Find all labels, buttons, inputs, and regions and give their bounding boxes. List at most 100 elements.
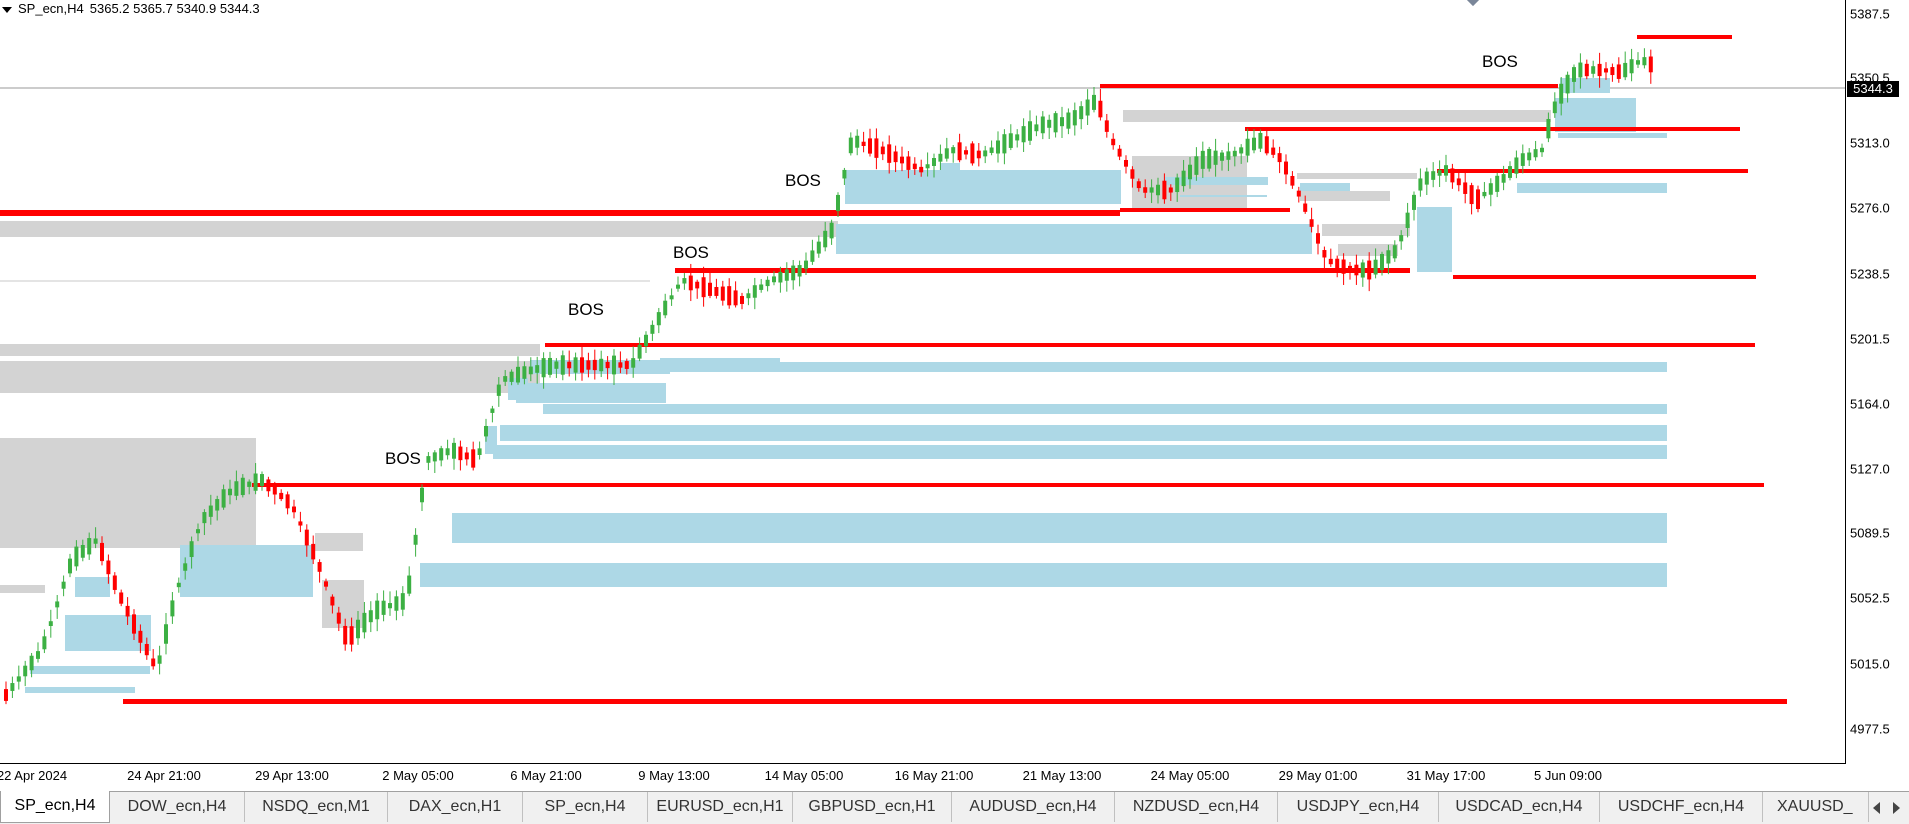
candle-body [445, 448, 450, 456]
tab-usdchf-ecn-h4[interactable]: USDCHF_ecn,H4 [1600, 792, 1763, 822]
chart-area[interactable]: BOS BOS BOS BOS BOS [0, 0, 1846, 764]
candle-body [336, 612, 341, 624]
tab-sp-ecn-h4[interactable]: SP_ecn,H4 [0, 791, 110, 823]
candle-body [202, 512, 207, 524]
candle-body [989, 147, 994, 153]
candle-body [1527, 152, 1532, 161]
demand-zone [1517, 183, 1667, 193]
candle-body [580, 357, 584, 373]
candle-body [23, 665, 28, 677]
candle-body [1437, 170, 1442, 176]
time-axis[interactable]: 22 Apr 2024 24 Apr 21:00 29 Apr 13:00 2 … [0, 764, 1845, 792]
candle-body [1610, 67, 1615, 76]
candle-body [1092, 94, 1096, 110]
candle-body [1213, 150, 1218, 165]
candle-body [1456, 178, 1461, 186]
demand-zone [500, 425, 1667, 441]
candle-body [1597, 63, 1602, 77]
candle-body [1418, 178, 1423, 191]
candle-body [349, 626, 354, 645]
candle-body [567, 361, 572, 369]
candle-body [1309, 219, 1314, 227]
candle-body [458, 446, 463, 461]
tab-eurusd-ecn-h1[interactable]: EURUSD_ecn,H1 [648, 792, 793, 822]
candle-body [228, 488, 232, 496]
price-label: 5127.0 [1850, 461, 1890, 477]
candle-body [746, 293, 751, 299]
candle-body [1040, 116, 1045, 134]
candle-body [1143, 187, 1148, 193]
candle-body [1444, 165, 1448, 176]
supply-zone [315, 533, 363, 551]
candle-body [1591, 66, 1596, 74]
candle-body [1533, 149, 1538, 158]
scroll-left-icon[interactable] [1873, 802, 1880, 814]
candle-body [842, 169, 847, 179]
tab-usdjpy-ecn-h4[interactable]: USDJPY_ecn,H4 [1278, 792, 1439, 822]
supply-zone [1123, 110, 1551, 122]
candle-body [573, 357, 578, 373]
candle-body [932, 158, 936, 166]
candle-body [285, 494, 290, 509]
candle-body [394, 596, 399, 611]
candle-body [797, 265, 802, 277]
candle-body [733, 290, 738, 306]
candle-body [605, 361, 610, 369]
candle-body [1450, 168, 1455, 183]
candle-body [804, 260, 808, 269]
candle-body [1239, 147, 1244, 154]
candle-body [976, 150, 981, 159]
time-label: 5 Jun 09:00 [1534, 768, 1602, 783]
candle-body [61, 581, 66, 589]
scroll-right-icon[interactable] [1893, 802, 1900, 814]
demand-zone [836, 224, 1312, 254]
collapse-triangle-icon[interactable] [2, 6, 12, 13]
tab-xauusd[interactable]: XAUUSD_ [1763, 792, 1869, 822]
time-label: 29 Apr 13:00 [255, 768, 329, 783]
tab-dax-ecn-h1[interactable]: DAX_ecn,H1 [388, 792, 523, 822]
candle-body [1002, 134, 1007, 154]
tab-gbpusd-ecn-h1[interactable]: GBPUSD_ecn,H1 [793, 792, 952, 822]
price-axis[interactable]: 5387.5 5350.5 5313.0 5276.0 5238.5 5201.… [1846, 0, 1909, 763]
candle-body [829, 222, 834, 239]
tab-sp-ecn-h4-2[interactable]: SP_ecn,H4 [523, 792, 648, 822]
symbol-name: SP_ecn,H4 [18, 1, 84, 16]
candle-body [1616, 64, 1621, 79]
tab-dow-ecn-h4[interactable]: DOW_ecn,H4 [110, 792, 245, 822]
demand-zone [1417, 207, 1452, 272]
candle-body [1220, 152, 1224, 161]
tab-usdcad-ecn-h4[interactable]: USDCAD_ecn,H4 [1439, 792, 1600, 822]
candle-body [1226, 151, 1231, 160]
candle-body [1520, 153, 1525, 166]
candle-body [1540, 147, 1544, 153]
price-chart[interactable]: BOS BOS BOS BOS BOS [0, 0, 1845, 763]
tab-nzdusd-ecn-h4[interactable]: NZDUSD_ecn,H4 [1115, 792, 1278, 822]
candle-body [464, 452, 469, 460]
candle-body [912, 163, 917, 170]
candle-body [176, 582, 181, 588]
supply-zone [0, 438, 256, 548]
tab-audusd-ecn-h4[interactable]: AUDUSD_ecn,H4 [952, 792, 1115, 822]
candle-body [4, 689, 8, 701]
candle-body [906, 156, 911, 170]
supply-zone [0, 221, 838, 237]
structure-level-line [1245, 127, 1740, 131]
candle-body [656, 312, 661, 326]
tab-nsdq-ecn-m1[interactable]: NSDQ_ecn,M1 [245, 792, 388, 822]
candle-body [970, 143, 975, 164]
demand-zone [1165, 177, 1268, 185]
candle-body [1482, 191, 1487, 197]
candle-body [740, 296, 744, 304]
candle-body [1495, 175, 1500, 192]
candle-body [1328, 258, 1333, 265]
candle-body [138, 630, 143, 643]
candle-body [1079, 106, 1084, 120]
candle-body [1047, 119, 1052, 128]
candle-body [1284, 161, 1288, 175]
structure-level-line [0, 210, 1120, 216]
candle-body [151, 658, 156, 667]
candle-body [1508, 166, 1512, 178]
demand-zone [1558, 133, 1667, 138]
candle-body [356, 619, 360, 639]
candle-body [292, 506, 296, 513]
